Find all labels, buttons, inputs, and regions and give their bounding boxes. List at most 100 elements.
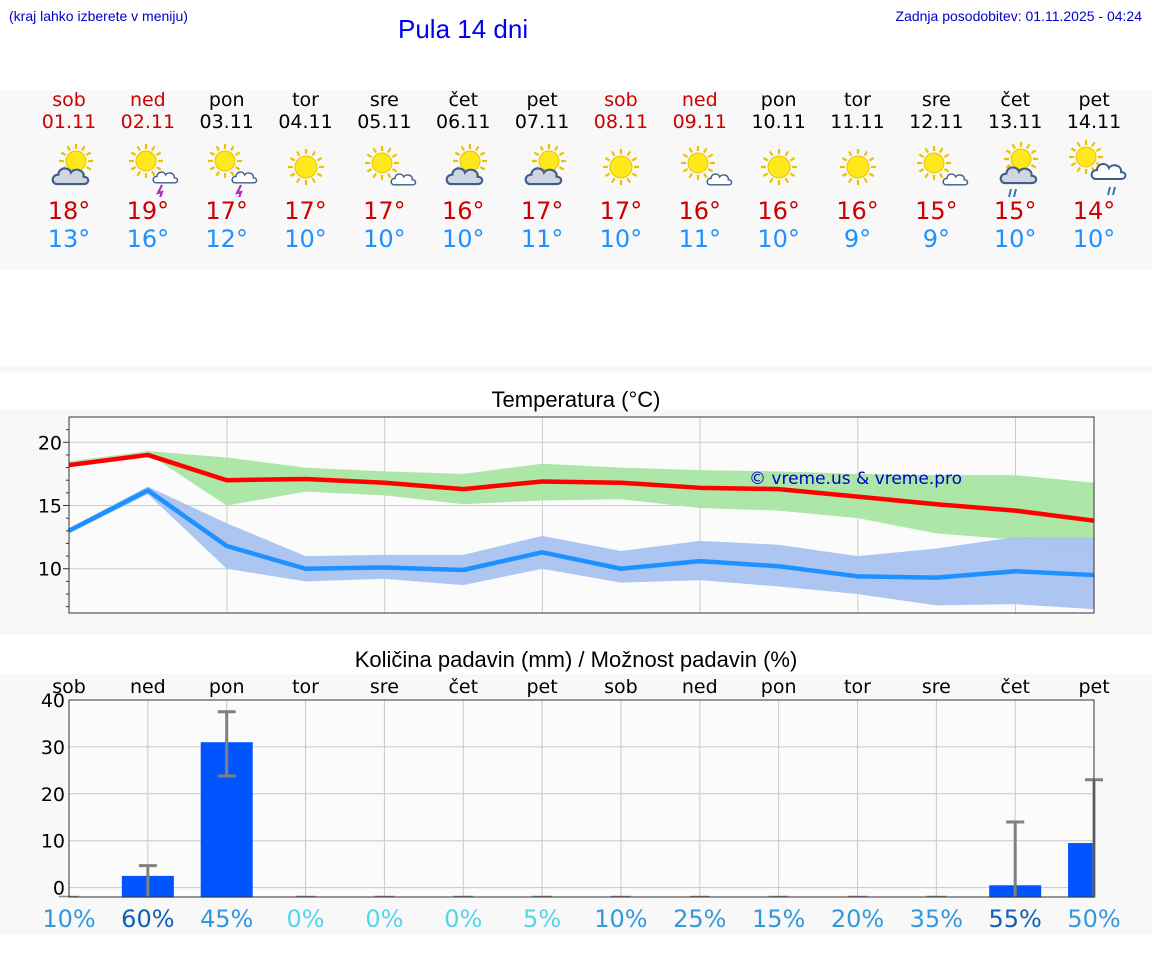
max-temp: 17° bbox=[284, 197, 327, 225]
precipitation-category-label: ned bbox=[130, 676, 166, 698]
weather-icon-slot bbox=[975, 133, 1055, 198]
day-date: 09.11 bbox=[672, 111, 727, 133]
day-date: 04.11 bbox=[278, 111, 333, 133]
weather-icon-slot bbox=[108, 133, 188, 202]
temperature-chart-title: Temperatura (°C) bbox=[491, 387, 661, 412]
min-temp: 10° bbox=[1072, 225, 1116, 253]
day-name: sre bbox=[369, 89, 399, 111]
day-name: sob bbox=[604, 89, 638, 111]
precipitation-category-label: pon bbox=[761, 676, 797, 698]
sun-icon bbox=[287, 149, 324, 185]
day-date: 05.11 bbox=[357, 111, 412, 133]
day-name: ned bbox=[681, 89, 718, 111]
temperature-tick-label: 15 bbox=[38, 496, 62, 518]
max-temp: 17° bbox=[363, 197, 406, 225]
precipitation-probability: 45% bbox=[200, 905, 253, 933]
sun-icon bbox=[602, 149, 639, 185]
min-temp: 10° bbox=[599, 225, 643, 253]
day-column: pon 03.11 17° 12° bbox=[187, 89, 267, 253]
day-name: čet bbox=[448, 89, 479, 111]
min-temp: 11° bbox=[678, 225, 722, 253]
day-date: 12.11 bbox=[909, 111, 964, 133]
min-temp: 10° bbox=[993, 225, 1037, 253]
day-date: 07.11 bbox=[514, 111, 570, 133]
min-temp: 12° bbox=[205, 225, 248, 253]
day-column: sob 08.11 17° 10° bbox=[581, 89, 661, 253]
day-name: ned bbox=[129, 89, 166, 111]
sun-small-cloud-icon bbox=[680, 146, 733, 186]
sun-small-cloud-icon bbox=[917, 146, 969, 186]
day-date: 13.11 bbox=[987, 111, 1043, 133]
day-column: sre 12.11 15° 9° bbox=[896, 89, 976, 253]
max-temp: 19° bbox=[126, 197, 170, 225]
weather-icon-slot bbox=[423, 133, 503, 197]
weather-icon-slot bbox=[660, 133, 740, 197]
sun-icon bbox=[839, 149, 876, 185]
precipitation-probability: 60% bbox=[121, 905, 174, 933]
sun-cloud-storm-icon bbox=[128, 144, 179, 202]
precipitation-tick-label: 30 bbox=[41, 737, 65, 759]
location-hint: (kraj lahko izberete v meniju) bbox=[9, 8, 188, 24]
weather-icon-slot bbox=[502, 133, 582, 197]
precipitation-tick-label: 40 bbox=[41, 690, 65, 712]
sun-small-cloud-icon bbox=[365, 146, 417, 186]
precipitation-probability: 35% bbox=[910, 905, 963, 933]
precipitation-category-label: pet bbox=[1078, 676, 1109, 698]
sun-cloud-icon bbox=[524, 144, 567, 186]
precipitation-tick-label: 20 bbox=[41, 784, 65, 806]
weather-icon-slot bbox=[581, 133, 661, 197]
min-temp: 9° bbox=[843, 225, 872, 253]
day-name: pet bbox=[526, 89, 558, 111]
day-column: tor 11.11 16° 9° bbox=[818, 89, 898, 253]
weather-icon-slot bbox=[29, 133, 109, 197]
precipitation-probability: 15% bbox=[752, 905, 805, 933]
day-name: sre bbox=[921, 89, 951, 111]
precipitation-probability: 50% bbox=[1067, 905, 1120, 933]
precipitation-plot-frame bbox=[68, 699, 1095, 898]
watermark: © vreme.us & vreme.pro bbox=[749, 469, 962, 489]
day-column: čet 06.11 16° 10° bbox=[423, 89, 503, 253]
precipitation-category-label: čet bbox=[1000, 676, 1030, 698]
day-column: pet 07.11 17° 11° bbox=[502, 89, 582, 253]
day-column: ned 02.11 19° 16° bbox=[108, 89, 188, 253]
divider bbox=[0, 366, 1152, 372]
weather-icon-slot bbox=[187, 133, 267, 202]
day-date: 03.11 bbox=[199, 111, 254, 133]
weather-icon-slot bbox=[739, 133, 819, 197]
precipitation-chart-title: Količina padavin (mm) / Možnost padavin … bbox=[354, 647, 798, 672]
min-temp: 13° bbox=[47, 225, 91, 253]
precipitation-tick-label: 10 bbox=[41, 831, 65, 853]
day-column: pon 10.11 16° 10° bbox=[739, 89, 819, 253]
min-temp: 11° bbox=[520, 225, 564, 253]
min-temp: 16° bbox=[126, 225, 170, 253]
day-column: pet 14.11 14° 10° bbox=[1054, 89, 1134, 253]
max-temp: 17° bbox=[205, 197, 248, 225]
max-temp: 16° bbox=[441, 197, 485, 225]
max-temp: 15° bbox=[915, 197, 958, 225]
precipitation-category-label: ned bbox=[682, 676, 718, 698]
day-name: pet bbox=[1078, 89, 1110, 111]
precipitation-probability: 55% bbox=[989, 905, 1042, 933]
day-date: 06.11 bbox=[436, 111, 491, 133]
precipitation-category-label: sre bbox=[370, 676, 399, 698]
precipitation-probability: 0% bbox=[444, 905, 482, 933]
weather-icon-slot bbox=[344, 133, 424, 197]
precipitation-category-label: sre bbox=[922, 676, 951, 698]
weather-icon-slot bbox=[896, 133, 976, 197]
precipitation-category-label: tor bbox=[844, 676, 871, 698]
precipitation-probability: 10% bbox=[594, 905, 647, 933]
day-date: 11.11 bbox=[830, 111, 885, 133]
min-temp: 10° bbox=[284, 225, 327, 253]
sun-cloud-storm-icon bbox=[207, 144, 257, 202]
day-column: čet 13.11 15° 10° bbox=[975, 89, 1055, 253]
day-date: 08.11 bbox=[593, 111, 649, 133]
precipitation-category-label: tor bbox=[292, 676, 319, 698]
min-temp-band bbox=[69, 486, 1095, 610]
precipitation-category-label: pon bbox=[209, 676, 245, 698]
day-column: tor 04.11 17° 10° bbox=[266, 89, 346, 253]
precipitation-bar bbox=[1068, 843, 1095, 898]
day-column: ned 09.11 16° 11° bbox=[660, 89, 740, 253]
page-title: Pula 14 dni bbox=[398, 14, 529, 44]
temperature-tick-label: 20 bbox=[38, 432, 62, 454]
